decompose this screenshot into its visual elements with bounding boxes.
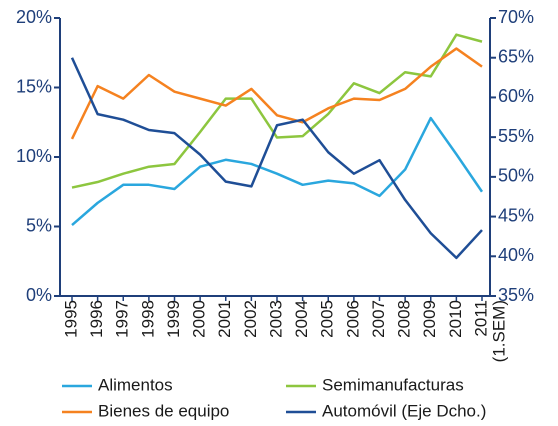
x-tick-label: 1999	[164, 300, 183, 338]
y2-tick-label: 45%	[498, 205, 534, 225]
x-tick-label: 2006	[343, 300, 362, 338]
y2-tick-label: 50%	[498, 166, 534, 186]
y2-tick-label: 60%	[498, 86, 534, 106]
x-tick-label: 2002	[241, 300, 260, 338]
y-tick-label: 0%	[26, 285, 52, 305]
legend-label: Bienes de equipo	[98, 401, 229, 420]
y2-tick-label: 35%	[498, 285, 534, 305]
x-tick-label: 2003	[266, 300, 285, 338]
series-line	[70, 57, 483, 260]
y-tick-label: 20%	[16, 7, 52, 27]
y2-tick-label: 40%	[498, 245, 534, 265]
x-tick-label: 2000	[190, 300, 209, 338]
x-tick-label: 2001	[215, 300, 234, 338]
legend-label: Semimanufacturas	[322, 375, 464, 394]
x-tick-label: 1995	[61, 300, 80, 338]
x-tick-note: (1.SEM)	[489, 300, 508, 362]
y-tick-label: 10%	[16, 146, 52, 166]
x-tick-label: 2011	[471, 300, 490, 337]
x-tick-label: 2009	[420, 300, 439, 338]
x-tick-label: 1997	[113, 300, 132, 338]
x-tick-label: 2007	[369, 300, 388, 338]
series-line	[71, 116, 484, 227]
x-tick-label: 2005	[318, 300, 337, 338]
y2-tick-label: 70%	[498, 7, 534, 27]
x-tick-label: 2008	[395, 300, 414, 338]
x-tick-label: 2004	[292, 300, 311, 338]
x-tick-label: 2010	[446, 300, 465, 338]
series-line	[70, 47, 483, 140]
y2-tick-label: 55%	[498, 126, 534, 146]
x-tick-label: 1996	[87, 300, 106, 338]
series-line	[71, 33, 483, 189]
legend-label: Automóvil (Eje Dcho.)	[322, 401, 486, 420]
y-tick-label: 5%	[26, 215, 52, 235]
y-tick-label: 15%	[16, 76, 52, 96]
legend-label: Alimentos	[98, 375, 173, 394]
y2-tick-label: 65%	[498, 46, 534, 66]
x-tick-label: 1998	[138, 300, 157, 338]
